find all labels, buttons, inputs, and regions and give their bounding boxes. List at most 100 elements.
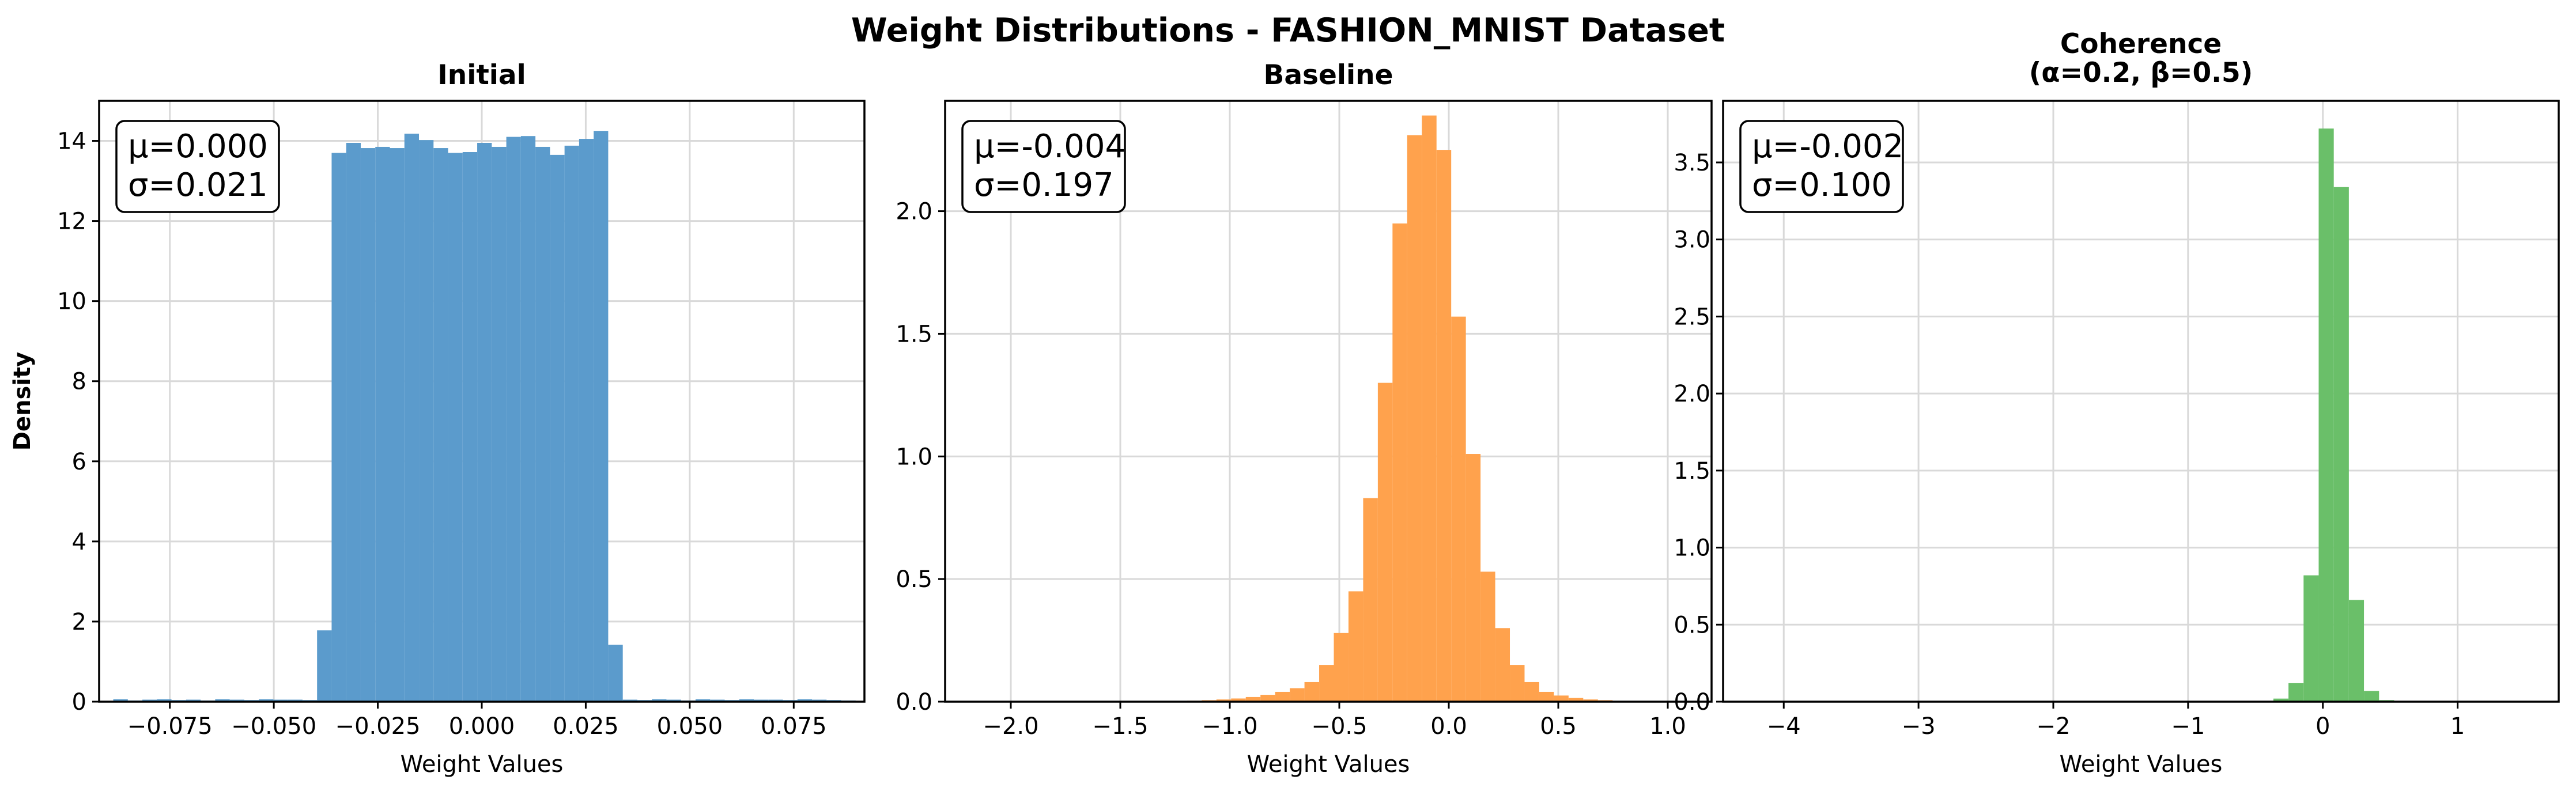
axes-frame — [1722, 100, 2560, 703]
y-tick-label: 1.5 — [896, 321, 932, 347]
x-tick-label: −0.025 — [335, 713, 421, 740]
histogram-bar — [564, 145, 579, 702]
histogram-bar — [2333, 187, 2349, 702]
histogram-bar — [1304, 682, 1320, 702]
stats-mean: μ=-0.004 — [974, 128, 1125, 165]
histogram-bar — [1275, 691, 1290, 702]
stats-box — [115, 120, 280, 213]
histogram-bar — [113, 699, 128, 702]
y-tick-label: 3.0 — [1674, 227, 1710, 253]
histogram-bar — [157, 699, 172, 702]
histogram-bar — [2318, 128, 2334, 702]
histogram-bar — [550, 154, 565, 702]
panel-title: Coherence — [2060, 28, 2222, 60]
histogram-bar — [1510, 665, 1525, 702]
histogram-bar — [535, 146, 550, 702]
y-tick-label: 3.5 — [1674, 150, 1710, 176]
histogram-bar — [2303, 575, 2319, 702]
histogram-bar — [2288, 683, 2304, 702]
x-tick-label: 0.000 — [449, 713, 515, 740]
x-axis-label: Weight Values — [2060, 751, 2223, 778]
histogram-bar — [448, 153, 463, 702]
stats-std: σ=0.100 — [1752, 166, 1892, 204]
histogram-bar — [346, 143, 361, 702]
x-axis-label: Weight Values — [1247, 751, 1410, 778]
histogram-bar — [1348, 591, 1363, 702]
histogram-bar — [1436, 150, 1452, 702]
stats-box — [961, 120, 1126, 213]
x-tick-label: −2.0 — [983, 713, 1038, 740]
y-tick-label: 0.5 — [1674, 612, 1710, 638]
histogram-bar — [360, 148, 376, 702]
y-tick-label: 2 — [72, 609, 86, 635]
y-tick-label: 0.0 — [1674, 689, 1710, 716]
y-tick-label: 4 — [72, 529, 86, 555]
histogram-bar — [1524, 682, 1539, 702]
x-tick-label: −0.075 — [127, 713, 213, 740]
y-tick-label: 2.0 — [1674, 381, 1710, 407]
histogram-bar — [477, 143, 492, 702]
y-tick-label: 14 — [57, 128, 86, 155]
histogram-bar — [1260, 695, 1275, 702]
y-tick-label: 0 — [72, 689, 86, 716]
histogram-bar — [608, 645, 623, 702]
histogram-bar — [1290, 688, 1305, 702]
x-tick-label: 0.025 — [553, 713, 619, 740]
x-tick-label: 0 — [2316, 713, 2330, 740]
histogram-bar — [594, 131, 609, 702]
histogram-bar — [1495, 628, 1510, 702]
histogram-bar — [1216, 699, 1232, 702]
x-tick-label: −1.5 — [1092, 713, 1148, 740]
y-axis-label: Density — [9, 352, 36, 451]
histogram-bar — [1319, 665, 1334, 702]
histogram-bar — [375, 146, 390, 702]
histogram-bar — [797, 699, 813, 702]
histogram-bar — [215, 699, 230, 702]
panel-1: −0.075 −0.050 −0.025 0.000 0.025 0.050 0.075 0 2… — [9, 59, 866, 778]
histogram-bar — [390, 148, 405, 702]
histogram-bar — [2273, 698, 2289, 702]
x-tick-label: −1.0 — [1202, 713, 1257, 740]
y-tick-label: 1.0 — [896, 444, 932, 470]
panel-title: (α=0.2, β=0.5) — [2029, 57, 2253, 89]
panel-3: −4 −3 −2 −1 0 1 0.0 0.5 1.0 1.5 2.0 2.5 3.0 3.5 Weight… — [1674, 28, 2560, 778]
histogram-bar — [2364, 691, 2379, 702]
y-tick-label: 8 — [72, 369, 86, 395]
histogram-bar — [259, 699, 274, 702]
histogram-bar — [520, 136, 536, 702]
y-tick-label: 0.0 — [896, 689, 932, 716]
stats-box — [1739, 120, 1904, 213]
histogram-bar — [433, 148, 448, 702]
histogram-bar — [1583, 699, 1598, 702]
y-tick-label: 2.0 — [896, 199, 932, 225]
histogram-bar — [1377, 383, 1393, 702]
stats-std: σ=0.021 — [128, 166, 268, 204]
histogram-bar — [492, 146, 507, 702]
y-tick-label: 2.5 — [1674, 304, 1710, 330]
x-tick-label: 0.050 — [657, 713, 723, 740]
histogram-bar — [1245, 696, 1261, 702]
y-tick-label: 0.5 — [896, 566, 932, 593]
panel-title: Initial — [437, 59, 526, 91]
histogram-bar — [404, 134, 420, 702]
axes-frame — [944, 100, 1713, 703]
x-tick-label: 1 — [2450, 713, 2465, 740]
histogram-bar — [1465, 454, 1481, 702]
x-tick-label: −3 — [1902, 713, 1936, 740]
x-tick-label: −0.5 — [1311, 713, 1367, 740]
x-tick-label: −0.050 — [231, 713, 316, 740]
histogram-bar — [1407, 135, 1422, 702]
histogram-bar — [695, 699, 711, 702]
histogram-bar — [1422, 115, 1437, 702]
panel-title: Baseline — [1264, 59, 1393, 91]
panel-2: −2.0 −1.5 −1.0 −0.5 0.0 0.5 1.00.00.51.01.52.0… — [896, 59, 1713, 778]
histogram-bar — [652, 699, 667, 702]
figure-title: Weight Distributions - FASHION_MNIST Dat… — [851, 12, 1725, 50]
stats-mean: μ=-0.002 — [1752, 128, 1903, 165]
histogram-bar — [1480, 571, 1495, 702]
y-tick-label: 6 — [72, 449, 86, 475]
histogram-bar — [419, 140, 434, 702]
histogram-bar — [739, 699, 754, 702]
histogram-bar — [462, 152, 478, 702]
